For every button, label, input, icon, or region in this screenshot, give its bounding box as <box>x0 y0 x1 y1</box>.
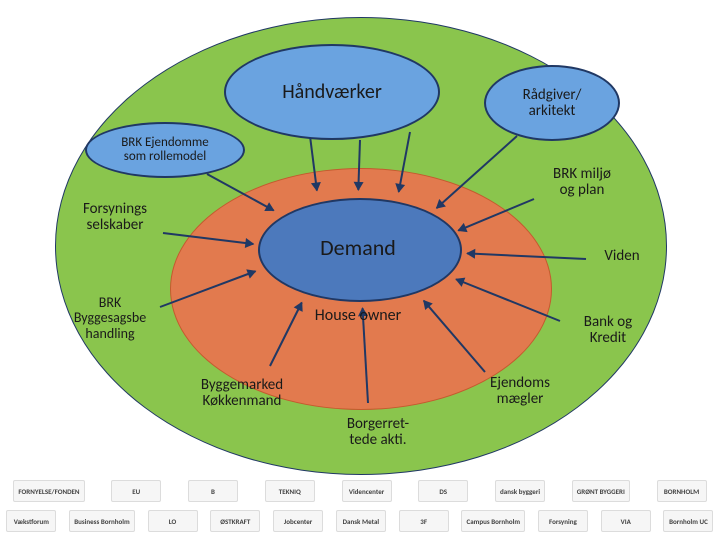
node-handvaerker: Håndværker <box>224 44 440 140</box>
node-forsyning: Forsynings selskaber <box>57 187 173 247</box>
sponsor-logo-text: Forsyning <box>549 517 577 526</box>
sponsor-logo-text: Jobcenter <box>284 517 312 526</box>
sponsor-logo-text: Vækstforum <box>14 517 49 526</box>
node-label-bank: Bank og Kredit <box>580 310 636 351</box>
sponsor-logo-text: VIA <box>621 517 631 526</box>
node-label-forsyning: Forsynings selskaber <box>79 197 151 238</box>
sponsor-logo-text: GRØNT BYGGERI <box>577 487 625 496</box>
sponsor-logo-text: Campus Bornholm <box>466 517 520 526</box>
sponsor-logo-text: dansk byggeri <box>500 487 540 496</box>
sponsor-logo-text: ØSTKRAFT <box>220 517 250 526</box>
sponsor-logo: Vækstforum <box>6 510 56 532</box>
sponsor-logo: ØSTKRAFT <box>210 510 260 532</box>
sponsor-logo: 3F <box>399 510 449 532</box>
center-demand: Demand <box>258 198 458 298</box>
sponsor-logo-text: DS <box>439 487 447 496</box>
node-viden: Viden <box>580 236 664 276</box>
sponsor-logo: Business Bornholm <box>69 510 135 532</box>
node-label-radgiver: Rådgiver/ arkitekt <box>519 83 586 124</box>
house-owner-label: House owner <box>278 306 438 325</box>
sponsor-logo: GRØNT BYGGERI <box>572 480 630 502</box>
node-label-brk_miljo: BRK miljø og plan <box>549 162 615 203</box>
sponsor-logo-text: 3F <box>420 517 427 526</box>
node-radgiver: Rådgiver/ arkitekt <box>484 65 620 141</box>
node-brk_bygge: BRK Byggesagsbe handling <box>50 280 170 356</box>
node-label-ejendoms: Ejendoms mægler <box>486 371 554 412</box>
sponsor-logo: dansk byggeri <box>495 480 545 502</box>
sponsor-logo-text: B <box>211 487 215 496</box>
sponsor-logo: Bornholm UC <box>663 510 713 532</box>
sponsor-logo: B <box>188 480 238 502</box>
node-label-brk_ejendom: BRK Ejendomme som rollemodel <box>117 132 213 169</box>
node-bank: Bank og Kredit <box>556 302 660 358</box>
sponsor-logo-text: TEKNIQ <box>279 487 301 496</box>
sponsor-logo: TEKNIQ <box>265 480 315 502</box>
node-byggemarked: Byggemarked Køkkenmand <box>170 361 314 425</box>
sponsor-logo: Campus Bornholm <box>461 510 525 532</box>
logo-row: Vækstforum Business Bornholm LO ØSTKRAFT Job… <box>0 510 720 532</box>
sponsor-logo: Jobcenter <box>273 510 323 532</box>
logo-row: FORNYELSE/FONDEN EU B TEKNIQ Videncenter DS da… <box>0 480 720 502</box>
node-label-viden: Viden <box>600 244 643 269</box>
sponsor-logo-text: BORNHOLM <box>664 487 699 496</box>
sponsor-logo: DS <box>418 480 468 502</box>
sponsor-logo-text: Business Bornholm <box>74 517 130 526</box>
node-label-handvaerker: Håndværker <box>278 77 386 107</box>
node-label-borger: Borgerret- tede akti. <box>343 412 413 453</box>
node-borger: Borgerret- tede akti. <box>318 402 438 462</box>
sponsor-logo-text: Bornholm UC <box>669 517 708 526</box>
sponsor-logo: Forsyning <box>538 510 588 532</box>
sponsor-logo: BORNHOLM <box>657 480 707 502</box>
sponsor-logo-text: LO <box>169 517 177 526</box>
sponsor-logo-text: Dansk Metal <box>343 517 380 526</box>
node-brk_miljo: BRK miljø og plan <box>524 152 640 212</box>
sponsor-logo: Dansk Metal <box>336 510 386 532</box>
node-brk_ejendom: BRK Ejendomme som rollemodel <box>85 122 245 178</box>
sponsor-logo-text: Videncenter <box>349 487 384 496</box>
sponsor-logo-text: FORNYELSE/FONDEN <box>18 487 79 496</box>
sponsor-logo: EU <box>111 480 161 502</box>
center-demand-label: Demand <box>316 232 400 264</box>
sponsor-logo-text: EU <box>132 487 140 496</box>
node-label-byggemarked: Byggemarked Køkkenmand <box>197 373 287 414</box>
sponsor-logo: Videncenter <box>342 480 392 502</box>
sponsor-logo: VIA <box>601 510 651 532</box>
node-label-brk_bygge: BRK Byggesagsbe handling <box>70 291 150 345</box>
house-owner-text: House owner <box>315 306 401 325</box>
sponsor-logo: LO <box>148 510 198 532</box>
diagram-stage: Demand House owner Håndværker Rådgiver/ ark… <box>0 0 720 540</box>
sponsor-logo: FORNYELSE/FONDEN <box>13 480 84 502</box>
node-ejendoms: Ejendoms mægler <box>462 363 578 419</box>
